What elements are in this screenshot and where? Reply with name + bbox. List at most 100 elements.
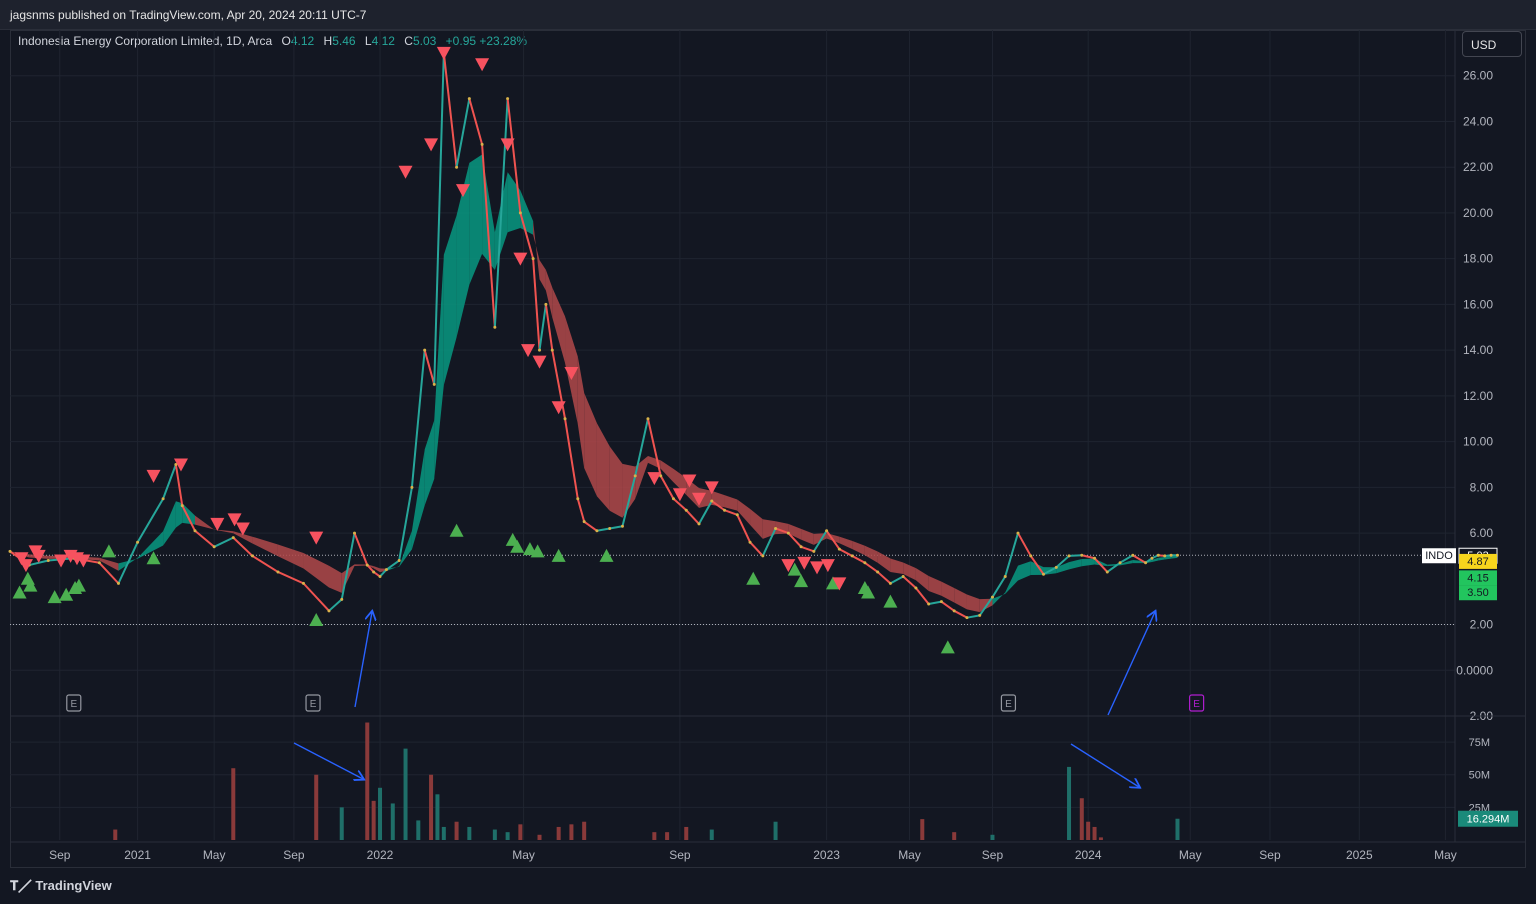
ribbon-segment xyxy=(252,536,278,557)
time-tick-label: May xyxy=(1179,848,1202,862)
price-segment xyxy=(902,575,917,589)
symbol-label: INDO xyxy=(1425,550,1453,562)
price-segment xyxy=(1004,532,1019,577)
sell-signal-icon xyxy=(532,355,547,369)
ribbon-segment xyxy=(966,594,980,613)
price-point xyxy=(340,597,344,601)
price-point xyxy=(1003,575,1007,579)
sell-signal-icon xyxy=(781,559,796,573)
ribbon-segment xyxy=(163,501,176,546)
price-segment xyxy=(1029,555,1045,575)
ribbon-segment xyxy=(1005,565,1018,594)
price-tick-label: 2.00 xyxy=(1470,618,1494,632)
price-point xyxy=(372,570,376,574)
price-tick-label: 24.00 xyxy=(1463,114,1493,128)
tradingview-logo[interactable]: 𝐓╱ TradingView xyxy=(10,878,112,894)
sell-signal-icon xyxy=(797,556,812,570)
currency-button[interactable]: USD xyxy=(1462,31,1522,57)
time-tick-label: Sep xyxy=(982,848,1004,862)
price-segment xyxy=(181,505,196,532)
price-segment xyxy=(493,98,509,328)
price-series xyxy=(8,51,1179,620)
sell-signal-icon xyxy=(309,531,324,545)
price-point xyxy=(633,474,637,478)
buy-signal-icon xyxy=(522,542,537,556)
price-point xyxy=(1118,561,1122,565)
sell-signal-icon xyxy=(810,561,825,575)
price-segment xyxy=(576,498,586,522)
price-segment xyxy=(838,548,853,557)
price-segment xyxy=(251,555,279,573)
ribbon-segment xyxy=(903,562,916,581)
price-point xyxy=(1029,554,1033,558)
price-point xyxy=(410,485,414,489)
volume-bar xyxy=(378,787,383,840)
time-tick-label: 2025 xyxy=(1346,848,1373,862)
buy-signal-icon xyxy=(746,571,761,585)
sell-signal-icon xyxy=(14,552,29,566)
price-segment xyxy=(277,571,304,585)
price-point xyxy=(965,616,969,620)
price-point xyxy=(493,325,497,329)
price-tick-label: 6.00 xyxy=(1470,526,1494,540)
ribbon-segment xyxy=(328,565,342,593)
sell-signal-icon xyxy=(551,401,566,415)
ribbon-segment xyxy=(915,568,929,591)
sell-signal-icon xyxy=(500,138,515,152)
buy-signal-icon xyxy=(787,562,802,576)
sell-signal-icon xyxy=(704,481,719,495)
price-segment xyxy=(966,614,980,619)
price-segment xyxy=(481,144,496,328)
price-segment xyxy=(711,500,726,512)
time-tick-label: Sep xyxy=(1259,848,1281,862)
volume-bar xyxy=(314,774,319,840)
ribbon-segment xyxy=(99,557,119,571)
price-point xyxy=(212,545,216,549)
price-segment xyxy=(468,98,484,145)
volume-bar xyxy=(365,722,370,840)
buy-signal-icon xyxy=(309,612,324,626)
price-point xyxy=(952,609,956,613)
price-segment xyxy=(889,575,904,585)
price-segment xyxy=(775,527,789,535)
price-point xyxy=(888,581,892,585)
price-point xyxy=(432,382,436,386)
ribbon-segment xyxy=(1171,555,1178,559)
price-segment xyxy=(544,304,554,351)
volume-bar xyxy=(1175,818,1180,840)
price-tick-label: 18.00 xyxy=(1463,252,1493,266)
ribbon-segment xyxy=(750,508,763,539)
earnings-marker-icon xyxy=(305,694,321,712)
volume-last-badge xyxy=(1458,810,1518,827)
price-chart[interactable]: 26.00 24.00 22.00 20.00 18.00 16.00 14.00 12.00… xyxy=(0,0,1536,868)
price-point xyxy=(1054,565,1058,569)
sell-signal-icon xyxy=(521,344,536,358)
buy-signal-icon xyxy=(861,585,876,599)
price-segment xyxy=(761,528,777,557)
volume-bar xyxy=(429,774,434,840)
sell-signal-icon xyxy=(832,577,847,591)
price-point xyxy=(978,613,982,617)
price-point xyxy=(914,586,918,590)
volume-bar xyxy=(952,832,957,840)
ribbon-segment xyxy=(596,423,610,511)
ema-ribbon xyxy=(10,154,1178,613)
price-segment xyxy=(1043,566,1057,576)
price-segment xyxy=(659,475,675,500)
ribbon-segment xyxy=(533,221,540,280)
sell-signal-icon xyxy=(692,492,707,506)
sell-signal-icon xyxy=(146,469,161,483)
price-point xyxy=(161,497,165,501)
chart-frame xyxy=(10,30,1526,868)
price-segment xyxy=(353,532,369,566)
close-label: C xyxy=(404,34,413,48)
high-label: H xyxy=(323,34,333,48)
ribbon-segment xyxy=(137,531,164,559)
earnings-marker-icon xyxy=(1000,694,1017,712)
ribbon-segment xyxy=(373,566,381,573)
earnings-marker-label: E xyxy=(310,699,317,710)
price-segment xyxy=(991,575,1007,598)
price-segment xyxy=(519,212,535,259)
earnings-marker-icon xyxy=(66,694,82,712)
price-segment xyxy=(213,536,234,548)
